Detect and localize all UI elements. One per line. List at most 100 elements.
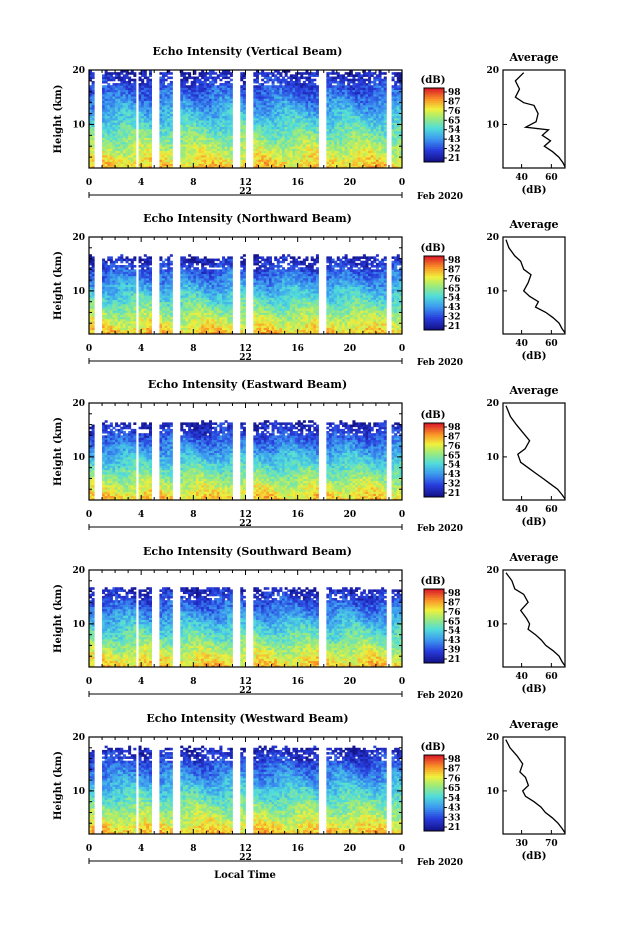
heatmap-cell — [227, 117, 231, 121]
colorbar-tick-label: 54 — [448, 126, 461, 136]
heatmap-cell — [334, 154, 338, 158]
heatmap-cell — [365, 93, 369, 97]
heatmap-cell — [258, 144, 262, 147]
heatmap-cell — [227, 70, 231, 73]
y-tick-label: 20 — [72, 66, 85, 76]
heatmap-cell — [284, 137, 288, 141]
heatmap-cell — [357, 98, 361, 101]
heatmap-cell — [383, 109, 387, 112]
heatmap-cell — [292, 107, 296, 110]
heatmap-cell — [125, 293, 129, 296]
heatmap-cell — [117, 275, 121, 279]
heatmap-cell — [115, 310, 119, 313]
heatmap-cell — [347, 85, 351, 88]
heatmap-cell — [133, 104, 137, 108]
heatmap-cell — [91, 154, 95, 158]
heatmap-cell — [378, 107, 382, 110]
heatmap-cell — [109, 256, 113, 259]
heatmap-cell — [381, 87, 385, 90]
heatmap-cell — [203, 83, 207, 86]
heatmap-cell — [224, 137, 228, 141]
heatmap-cell — [355, 109, 359, 112]
heatmap-cell — [120, 80, 124, 84]
heatmap-cell — [224, 133, 228, 136]
heatmap-cell — [107, 329, 111, 333]
heatmap-cell — [107, 148, 111, 151]
heatmap-cell — [203, 120, 207, 123]
heatmap-cell — [133, 150, 137, 154]
colorbar-swatch — [424, 150, 444, 154]
heatmap-cell — [141, 275, 145, 279]
heatmap-cell — [216, 93, 220, 97]
heatmap-cell — [370, 102, 374, 106]
heatmap-cell — [206, 154, 210, 158]
heatmap-cell — [308, 141, 312, 145]
heatmap-cell — [261, 159, 265, 162]
heatmap-cell — [279, 91, 283, 95]
heatmap-cell — [211, 157, 215, 160]
heatmap-cell — [276, 89, 280, 93]
colorbar-swatch — [424, 154, 444, 157]
heatmap-cell — [104, 115, 108, 119]
heatmap-cell — [117, 310, 121, 313]
heatmap-cell — [381, 126, 385, 130]
heatmap-cell — [240, 117, 244, 121]
heatmap-cell — [112, 93, 116, 97]
heatmap-cell — [302, 161, 306, 165]
heatmap-cell — [198, 159, 202, 162]
heatmap-cell — [253, 150, 257, 154]
heatmap-cell — [347, 141, 351, 145]
heatmap-cell — [141, 284, 145, 287]
heatmap-cell — [169, 85, 173, 88]
heatmap-cell — [274, 93, 278, 97]
heatmap-cell — [120, 280, 124, 283]
heatmap-cell — [203, 146, 207, 149]
heatmap-cell — [326, 98, 330, 101]
heatmap-cell — [240, 78, 244, 82]
heatmap-cell — [355, 111, 359, 114]
heatmap-cell — [360, 150, 364, 154]
heatmap-cell — [224, 120, 228, 123]
heatmap-cell — [282, 141, 286, 145]
heatmap-cell — [107, 157, 111, 160]
heatmap-cell — [302, 165, 306, 169]
heatmap-cell — [148, 128, 152, 132]
heatmap-cell — [370, 150, 374, 154]
heatmap-cell — [91, 258, 95, 262]
profile-x-label: (dB) — [522, 185, 547, 196]
heatmap-cell — [203, 148, 207, 151]
heatmap-cell — [146, 148, 150, 151]
heatmap-cell — [357, 128, 361, 132]
heatmap-cell — [138, 256, 142, 259]
heatmap-cell — [89, 85, 93, 88]
heatmap-cell — [258, 137, 262, 141]
heatmap-cell — [266, 130, 270, 134]
heatmap-cell — [143, 113, 147, 117]
heatmap-cell — [143, 154, 147, 158]
heatmap-cell — [91, 288, 95, 292]
heatmap-cell — [211, 111, 215, 114]
heatmap-cell — [104, 329, 108, 333]
heatmap-cell — [222, 91, 226, 95]
heatmap-cell — [102, 284, 106, 287]
heatmap-cell — [143, 161, 147, 165]
heatmap-cell — [336, 141, 340, 145]
heatmap-cell — [240, 135, 244, 138]
heatmap-cell — [381, 159, 385, 162]
heatmap-cell — [89, 323, 93, 326]
heatmap-cell — [295, 93, 299, 97]
heatmap-cell — [148, 165, 152, 169]
heatmap-cell — [112, 124, 116, 128]
heatmap-cell — [112, 91, 116, 95]
heatmap-cell — [347, 113, 351, 117]
heatmap-cell — [222, 98, 226, 101]
heatmap-cell — [396, 96, 400, 99]
heatmap-cell — [112, 262, 116, 266]
heatmap-cell — [104, 310, 108, 313]
heatmap-cell — [344, 124, 348, 128]
heatmap-cell — [396, 111, 400, 114]
heatmap-cell — [109, 157, 113, 160]
heatmap-cell — [313, 128, 317, 132]
heatmap-cell — [328, 154, 332, 158]
